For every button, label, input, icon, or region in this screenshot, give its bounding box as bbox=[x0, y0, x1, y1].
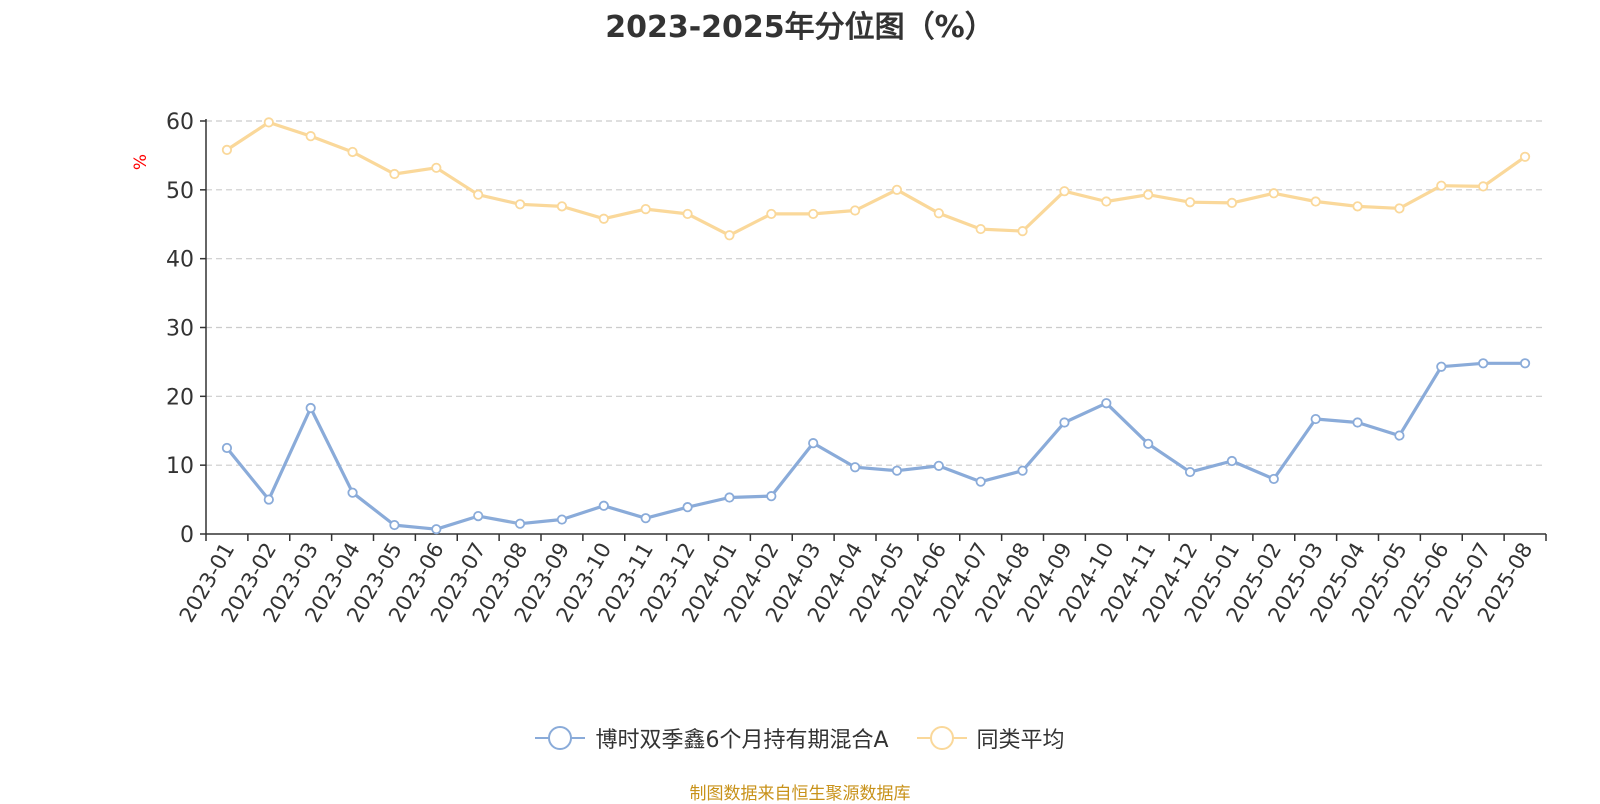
y-tick-label: 60 bbox=[166, 110, 194, 135]
legend-marker-circle-icon bbox=[916, 726, 967, 750]
data-point bbox=[682, 502, 693, 513]
data-point bbox=[1478, 181, 1489, 192]
data-point bbox=[640, 513, 651, 524]
data-point bbox=[556, 201, 568, 212]
data-point bbox=[347, 487, 358, 498]
data-point bbox=[1017, 465, 1028, 476]
data-point bbox=[849, 205, 861, 216]
data-point bbox=[1101, 196, 1112, 207]
data-point bbox=[1352, 417, 1363, 428]
data-point bbox=[933, 208, 944, 219]
data-point bbox=[1184, 466, 1196, 478]
data-point bbox=[1101, 398, 1112, 409]
data-point bbox=[975, 476, 986, 487]
data-point bbox=[640, 204, 651, 215]
data-point bbox=[221, 144, 233, 156]
series-line-1 bbox=[225, 361, 1526, 531]
legend: 博时双季鑫6个月持有期混合A 同类平均 bbox=[0, 722, 1600, 754]
series-line-2 bbox=[226, 120, 1527, 237]
data-point bbox=[1436, 180, 1447, 191]
data-point bbox=[1394, 203, 1405, 214]
legend-item-series-1[interactable]: 博时双季鑫6个月持有期混合A bbox=[535, 722, 889, 754]
data-point bbox=[598, 213, 609, 224]
data-point bbox=[682, 208, 693, 220]
y-tick-label: 20 bbox=[166, 385, 194, 410]
data-point bbox=[514, 518, 526, 529]
data-point bbox=[1268, 473, 1279, 485]
data-point bbox=[389, 519, 400, 531]
axes: 01020304050602023-012023-022023-032023-0… bbox=[166, 110, 1547, 626]
data-point bbox=[1059, 186, 1070, 197]
source-note: 制图数据来自恒生聚源数据库 bbox=[689, 784, 911, 804]
data-point bbox=[556, 514, 568, 525]
data-point bbox=[473, 511, 484, 522]
data-point bbox=[1436, 361, 1447, 372]
data-point bbox=[766, 491, 777, 502]
data-point bbox=[891, 184, 903, 195]
data-point bbox=[1017, 226, 1028, 237]
data-point bbox=[221, 442, 233, 454]
data-point bbox=[724, 230, 735, 241]
data-point bbox=[1268, 188, 1279, 199]
data-point bbox=[1478, 358, 1489, 369]
data-point bbox=[1143, 438, 1154, 449]
data-point bbox=[933, 460, 944, 471]
data-point bbox=[808, 208, 819, 220]
data-point bbox=[305, 131, 316, 142]
data-point bbox=[389, 168, 400, 180]
y-tick-label: 0 bbox=[180, 523, 194, 548]
y-tick-label: 50 bbox=[166, 179, 194, 204]
data-point bbox=[598, 500, 609, 511]
data-point bbox=[1519, 358, 1531, 369]
data-point bbox=[263, 117, 274, 128]
data-point bbox=[1310, 196, 1321, 207]
legend-item-series-2[interactable]: 同类平均 bbox=[916, 722, 1065, 754]
data-point bbox=[347, 146, 358, 158]
data-point bbox=[766, 208, 777, 220]
y-tick-label: 30 bbox=[166, 317, 194, 342]
data-point bbox=[431, 162, 442, 173]
grid-lines bbox=[206, 120, 1546, 466]
data-point bbox=[1394, 430, 1405, 441]
data-point bbox=[1310, 413, 1321, 425]
data-point bbox=[1519, 151, 1531, 162]
y-tick-label: 40 bbox=[166, 248, 194, 273]
data-point bbox=[849, 462, 861, 473]
data-point bbox=[1352, 201, 1363, 212]
data-point bbox=[514, 199, 526, 210]
data-point bbox=[473, 189, 484, 200]
data-point bbox=[1184, 197, 1196, 208]
data-point bbox=[1226, 197, 1238, 209]
legend-label: 博时双季鑫6个月持有期混合A bbox=[595, 728, 889, 753]
data-point bbox=[1143, 189, 1154, 200]
data-point bbox=[975, 223, 986, 235]
data-point bbox=[1226, 455, 1238, 467]
data-point bbox=[305, 402, 316, 414]
y-tick-label: 10 bbox=[166, 454, 194, 479]
legend-label: 同类平均 bbox=[976, 728, 1065, 753]
data-point bbox=[431, 524, 442, 535]
data-point bbox=[808, 438, 819, 449]
data-point bbox=[1059, 417, 1070, 428]
series-lines bbox=[221, 117, 1531, 535]
data-point bbox=[891, 465, 903, 476]
data-point bbox=[263, 494, 274, 505]
chart-title: 2023-2025年分位图（%） bbox=[605, 10, 995, 45]
legend-marker-circle-icon bbox=[535, 726, 586, 750]
data-point bbox=[724, 492, 735, 503]
y-axis-label: % bbox=[131, 154, 151, 170]
